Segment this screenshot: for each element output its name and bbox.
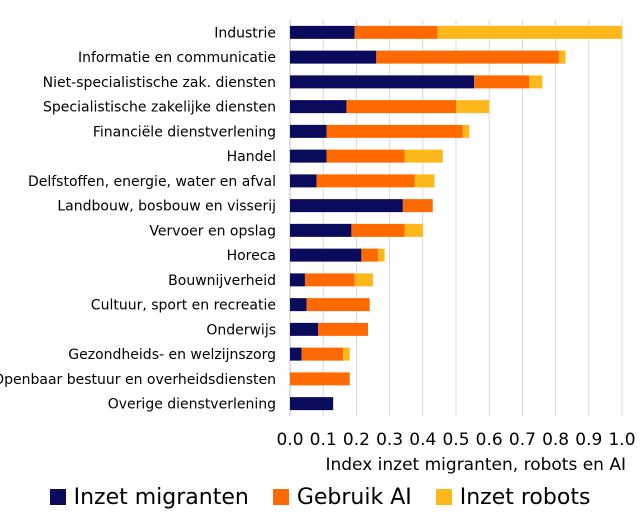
bar-segment bbox=[290, 273, 305, 287]
bar-segment bbox=[414, 174, 435, 188]
category-label: Cultuur, sport en recreatie bbox=[91, 298, 276, 314]
bar-segment bbox=[290, 347, 302, 361]
category-label: Delfstoffen, energie, water en afval bbox=[28, 174, 276, 190]
legend-swatch bbox=[435, 489, 452, 505]
x-tick-label: 0.3 bbox=[376, 430, 403, 450]
bar-segment bbox=[354, 25, 438, 39]
bar-segment bbox=[474, 75, 530, 89]
category-label: Horeca bbox=[227, 248, 276, 264]
bars bbox=[290, 25, 622, 411]
category-label: Bouwnijverheid bbox=[168, 273, 276, 289]
legend-item-gebruik-ai: Gebruik AI bbox=[272, 484, 412, 510]
bar-segment bbox=[290, 149, 327, 163]
bar-segment bbox=[351, 223, 405, 237]
x-tick-label: 0.6 bbox=[476, 430, 503, 450]
category-label: Industrie bbox=[214, 25, 276, 41]
bar-segment bbox=[290, 372, 350, 386]
x-tick-label: 0.4 bbox=[409, 430, 436, 450]
bar-segment bbox=[318, 322, 369, 336]
bar-segment bbox=[290, 298, 307, 312]
bar-segment bbox=[290, 223, 352, 237]
category-label: Specialistische zakelijke diensten bbox=[43, 100, 276, 116]
category-label: Onderwijs bbox=[206, 322, 276, 338]
legend-label: Gebruik AI bbox=[296, 484, 412, 510]
bar-segment bbox=[301, 347, 344, 361]
category-label: Overige dienstverlening bbox=[108, 397, 276, 413]
category-label: Openbaar bestuur en overheidsdiensten bbox=[0, 372, 276, 388]
bar-segment bbox=[361, 248, 378, 262]
bar-segment bbox=[290, 124, 327, 138]
bar-segment bbox=[326, 124, 463, 138]
bar-segment bbox=[377, 248, 385, 262]
bar-segment bbox=[304, 273, 355, 287]
bar-segment bbox=[316, 174, 415, 188]
bar-segment bbox=[376, 50, 559, 64]
bar-segment bbox=[290, 248, 362, 262]
legend-label: Inzet robots bbox=[459, 484, 591, 510]
bar-segment bbox=[346, 100, 456, 114]
category-labels: Industrie Informatie en communicatie Niet-… bbox=[0, 25, 276, 412]
legend-item-inzet-robots: Inzet robots bbox=[435, 484, 591, 510]
bar-segment bbox=[290, 25, 355, 39]
category-label: Gezondheids- en welzijnszorg bbox=[68, 347, 276, 363]
legend-item-inzet-migranten: Inzet migranten bbox=[49, 484, 249, 510]
x-axis-label: Index inzet migranten, robots en AI bbox=[325, 455, 626, 475]
category-label: Financiële dienstverlening bbox=[93, 124, 276, 140]
category-label: Landbouw, bosbouw en visserij bbox=[57, 199, 276, 215]
category-label: Handel bbox=[227, 149, 276, 165]
category-label: Niet-specialistische zak. diensten bbox=[43, 75, 276, 91]
x-tick-label: 1.0 bbox=[608, 430, 635, 450]
category-label: Informatie en communicatie bbox=[78, 50, 276, 66]
bar-segment bbox=[404, 223, 423, 237]
bar-segment bbox=[402, 199, 433, 213]
bar-segment bbox=[404, 149, 443, 163]
x-tick-label: 0.2 bbox=[343, 430, 370, 450]
bar-segment bbox=[290, 50, 377, 64]
x-tick-label: 0.8 bbox=[542, 430, 569, 450]
bar-segment bbox=[326, 149, 405, 163]
bar-segment bbox=[456, 100, 490, 114]
bar-segment bbox=[290, 100, 347, 114]
bar-segment bbox=[290, 174, 317, 188]
bar-segment bbox=[306, 298, 370, 312]
bar-segment bbox=[290, 397, 334, 411]
x-tick-label: 0.5 bbox=[442, 430, 469, 450]
bar-segment bbox=[343, 347, 350, 361]
bar-segment bbox=[437, 25, 622, 39]
legend: Inzet migranten Gebruik AI Inzet robots bbox=[0, 478, 640, 516]
bar-segment bbox=[558, 50, 566, 64]
x-tick-label: 0.1 bbox=[310, 430, 337, 450]
x-tick-labels: 0.0 0.1 0.2 0.3 0.4 0.5 0.6 0.7 0.8 0.9 1.0 bbox=[276, 430, 635, 450]
bar-segment bbox=[290, 75, 475, 89]
x-tick-label: 0.9 bbox=[575, 430, 602, 450]
bar-segment bbox=[290, 199, 403, 213]
bar-segment bbox=[462, 124, 470, 138]
bar-segment bbox=[529, 75, 543, 89]
bar-segment bbox=[354, 273, 373, 287]
legend-swatch bbox=[272, 489, 289, 505]
bar-segment bbox=[290, 322, 319, 336]
legend-label: Inzet migranten bbox=[73, 484, 249, 510]
x-tick-label: 0.7 bbox=[509, 430, 536, 450]
category-label: Vervoer en opslag bbox=[149, 223, 276, 239]
x-tick-label: 0.0 bbox=[276, 430, 303, 450]
legend-swatch bbox=[49, 489, 66, 505]
